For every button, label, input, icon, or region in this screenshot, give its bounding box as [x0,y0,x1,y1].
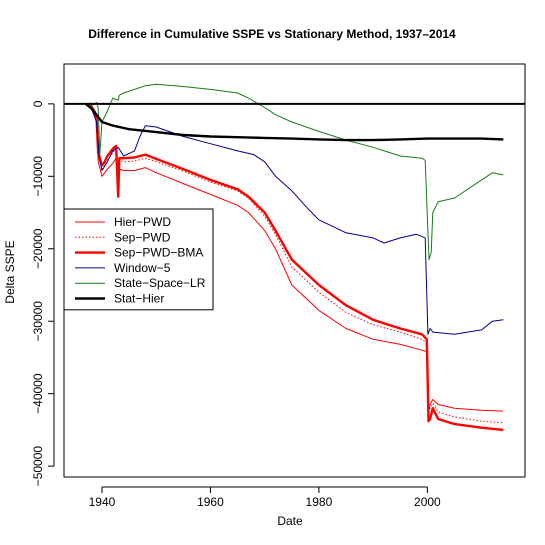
x-tick-label: 1940 [89,495,116,509]
series-line-sep-pwd-bma [85,102,504,432]
legend-box [63,208,214,311]
y-axis-label: Delta SSPE [3,240,17,303]
legend-label: State−Space−LR [114,276,206,290]
series-layer [64,83,525,432]
axes-layer: 1940 1960 1980 2000 0 −10000 −20000 −30000 −4000… [31,63,526,509]
y-tick-label: −40000 [31,373,45,414]
x-tick-label: 1980 [306,495,333,509]
y-tick-label: −30000 [31,301,45,342]
series-line-state-space-lr [85,83,504,261]
legend-label: Sep−PWD [114,230,171,244]
x-tick-label: 1960 [197,495,224,509]
series-line-window-5 [85,103,504,335]
x-axis-label: Date [277,514,303,528]
legend-label: Hier−PWD [114,215,171,229]
legend-label: Sep−PWD−BMA [114,246,203,260]
y-tick-label: 0 [31,100,45,107]
chart-title: Difference in Cumulative SSPE vs Station… [88,27,456,41]
legend-label: Stat−Hier [114,292,164,306]
legend-label: Window−5 [114,261,171,275]
y-tick-label: −50000 [31,446,45,487]
x-tick-label: 2000 [414,495,441,509]
series-line-stat-hier [84,102,504,142]
y-tick-label: −10000 [31,156,45,197]
y-tick-label: −20000 [31,228,45,269]
